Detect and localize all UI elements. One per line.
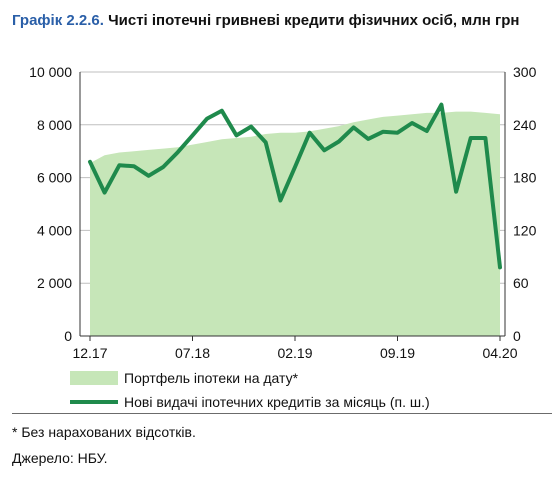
footnote: * Без нарахованих відсотків. <box>12 424 196 440</box>
right-tick-label: 60 <box>513 275 529 291</box>
chart-title: Графік 2.2.6. Чисті іпотечні гривневі кр… <box>12 10 548 32</box>
x-axis-ticks: 12.17 07.18 02.19 09.19 04.20 <box>72 336 518 360</box>
left-axis-ticks: 0 2 000 4 000 6 000 8 000 10 000 <box>29 64 72 344</box>
chart-title-text: Чисті іпотечні гривневі кредити фізичних… <box>108 12 520 29</box>
right-tick-label: 120 <box>513 222 537 238</box>
x-tick-label: 12.17 <box>72 345 107 360</box>
left-tick-label: 6 000 <box>37 170 72 186</box>
axis-frame <box>79 72 506 337</box>
left-tick-label: 2 000 <box>37 275 72 291</box>
portfolio-area-series <box>90 111 500 336</box>
left-tick-label: 8 000 <box>37 117 72 133</box>
new-loans-line <box>88 102 502 270</box>
portfolio-area <box>90 111 500 336</box>
new-loans-line-series <box>88 102 502 270</box>
divider <box>12 413 552 414</box>
right-axis-ticks: 0 60 120 180 240 300 <box>513 64 537 344</box>
x-tick-label: 02.19 <box>277 345 312 360</box>
x-tick-label: 07.18 <box>175 345 210 360</box>
legend-swatch-line <box>70 400 118 404</box>
legend-swatch-area <box>70 371 118 385</box>
right-tick-label: 180 <box>513 170 537 186</box>
chart-number: Графік 2.2.6. <box>12 12 104 29</box>
legend-item-new-loans: Нові видачі іпотечних кредитів за місяць… <box>70 390 430 414</box>
x-tick-label: 09.19 <box>380 345 415 360</box>
right-tick-label: 0 <box>513 328 521 344</box>
x-tick-label: 04.20 <box>482 345 517 360</box>
legend-label-portfolio: Портфель іпотеки на дату* <box>124 370 299 386</box>
left-tick-label: 4 000 <box>37 222 72 238</box>
chart: 0 2 000 4 000 6 000 8 000 10 000 0 60 120 180 240… <box>29 64 537 360</box>
source-note: Джерело: НБУ. <box>12 450 108 466</box>
left-tick-label: 0 <box>64 328 72 344</box>
left-tick-label: 10 000 <box>29 64 72 80</box>
legend: Портфель іпотеки на дату* Нові видачі іп… <box>70 366 430 414</box>
legend-label-new-loans: Нові видачі іпотечних кредитів за місяць… <box>124 394 430 410</box>
right-tick-label: 300 <box>513 64 537 80</box>
legend-item-portfolio: Портфель іпотеки на дату* <box>70 366 430 390</box>
right-tick-label: 240 <box>513 117 537 133</box>
